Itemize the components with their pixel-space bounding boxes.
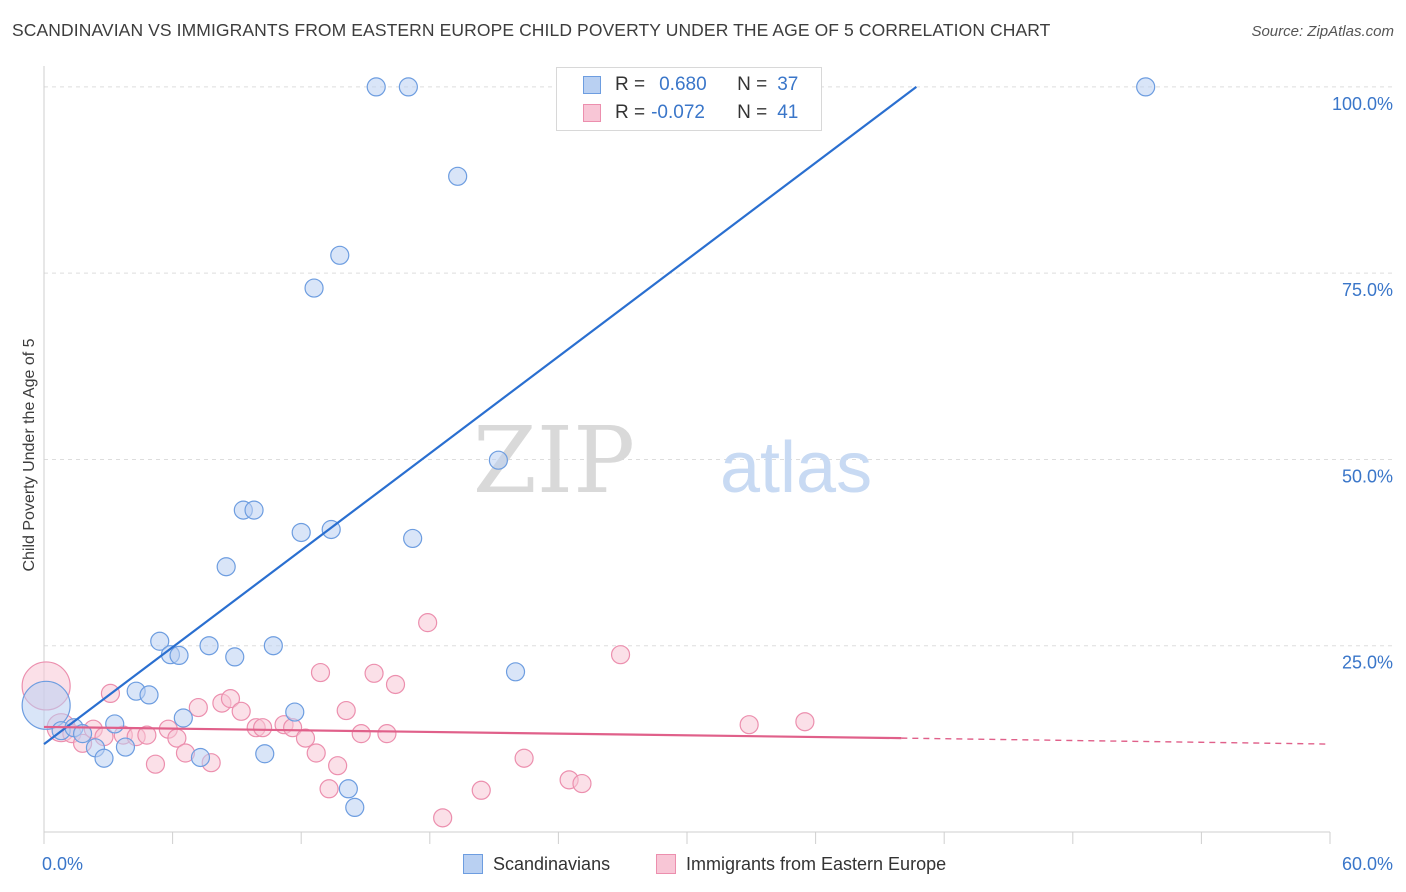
pink-trendline-extension — [901, 737, 1331, 745]
blue-swatch — [463, 854, 483, 874]
chart-title: SCANDINAVIAN VS IMMIGRANTS FROM EASTERN … — [12, 20, 1051, 40]
pink-point — [231, 701, 251, 721]
blue-point — [345, 797, 365, 818]
blue-point — [448, 166, 468, 186]
source-credit: Source: ZipAtlas.com — [1251, 23, 1394, 40]
blue-point — [115, 737, 136, 757]
blue-point — [488, 450, 508, 470]
watermark: ZIP atlas — [473, 407, 872, 514]
blue-point — [505, 662, 526, 682]
blue-point — [244, 500, 264, 520]
legend-row-pink: R = -0.072 N = 41 — [583, 99, 798, 127]
watermark-atlas: atlas — [720, 428, 872, 508]
pink-point — [220, 689, 241, 709]
blue-point — [169, 645, 189, 666]
blue-point — [330, 245, 350, 265]
pink-point — [188, 697, 208, 718]
legend-item-scandinavians: Scandinavians — [463, 851, 610, 877]
pink-points — [21, 613, 815, 828]
trendlines — [43, 86, 1331, 745]
blue-point — [139, 685, 159, 705]
blue-swatch — [583, 76, 601, 94]
pink-point — [739, 715, 759, 735]
pink-point — [336, 700, 356, 721]
pink-point — [295, 728, 316, 748]
pink-point — [572, 773, 592, 794]
legend-label: Immigrants from Eastern Europe — [686, 853, 947, 874]
n-value: 37 — [777, 74, 799, 95]
pink-trendline — [43, 725, 902, 740]
n-label: N = — [737, 102, 768, 123]
blue-point — [225, 647, 245, 667]
axes — [43, 66, 1331, 844]
pink-point — [364, 663, 384, 683]
pink-point — [610, 645, 631, 665]
y-tick-label: 75.0% — [1342, 280, 1393, 300]
pink-point — [319, 779, 339, 799]
legend-row-blue: R = 0.680 N = 37 — [583, 71, 798, 99]
blue-point — [94, 748, 114, 768]
pink-swatch — [656, 854, 676, 874]
blue-point — [263, 636, 283, 656]
blue-point — [21, 680, 71, 730]
y-tick-label: 100.0% — [1332, 94, 1393, 114]
pink-point — [310, 662, 331, 683]
blue-point — [403, 528, 423, 549]
n-label: N = — [737, 74, 768, 95]
pink-point — [795, 712, 815, 732]
blue-point — [105, 714, 125, 734]
tick-labels: 25.0% 50.0% 75.0% 100.0% 0.0% 60.0% — [42, 94, 1393, 874]
series-legend: Scandinavians Immigrants from Eastern Eu… — [0, 851, 1406, 877]
blue-point — [1136, 77, 1156, 97]
blue-point — [199, 636, 219, 656]
gridlines — [44, 86, 1395, 647]
y-tick-label: 25.0% — [1342, 653, 1393, 673]
blue-point — [190, 747, 211, 768]
pink-point — [145, 754, 166, 774]
r-label: R = — [615, 74, 646, 95]
legend-label: Scandinavians — [493, 853, 611, 874]
blue-point — [366, 77, 386, 97]
pink-point — [137, 725, 157, 745]
r-value: 0.680 — [659, 74, 707, 95]
blue-point — [216, 557, 236, 577]
pink-swatch — [583, 104, 601, 122]
pink-point — [351, 724, 371, 744]
r-value: -0.072 — [651, 102, 705, 123]
pink-point — [328, 756, 348, 776]
pink-point — [253, 718, 273, 738]
blue-point — [150, 631, 170, 651]
blue-point — [304, 278, 324, 298]
blue-point — [285, 702, 305, 722]
blue-point — [255, 744, 275, 764]
pink-point — [514, 748, 534, 768]
blue-point — [173, 708, 193, 728]
x-tick-label: 60.0% — [1342, 854, 1393, 874]
pink-point — [385, 674, 406, 695]
blue-trendline — [43, 86, 917, 745]
legend-item-immigrants: Immigrants from Eastern Europe — [656, 851, 946, 877]
y-tick-label: 50.0% — [1342, 466, 1393, 486]
pink-point — [471, 780, 491, 800]
blue-point — [338, 779, 358, 799]
n-value: 41 — [777, 102, 799, 123]
blue-point — [291, 522, 311, 543]
pink-point — [418, 613, 438, 633]
blue-point — [398, 77, 418, 97]
pink-point — [306, 743, 326, 763]
pink-point — [377, 724, 397, 744]
blue-point — [72, 724, 93, 744]
r-label: R = — [615, 102, 646, 123]
x-tick-label: 0.0% — [42, 854, 83, 874]
correlation-legend: R = 0.680 N = 37 R = -0.072 N = 41 — [556, 67, 822, 131]
pink-point — [433, 808, 453, 828]
